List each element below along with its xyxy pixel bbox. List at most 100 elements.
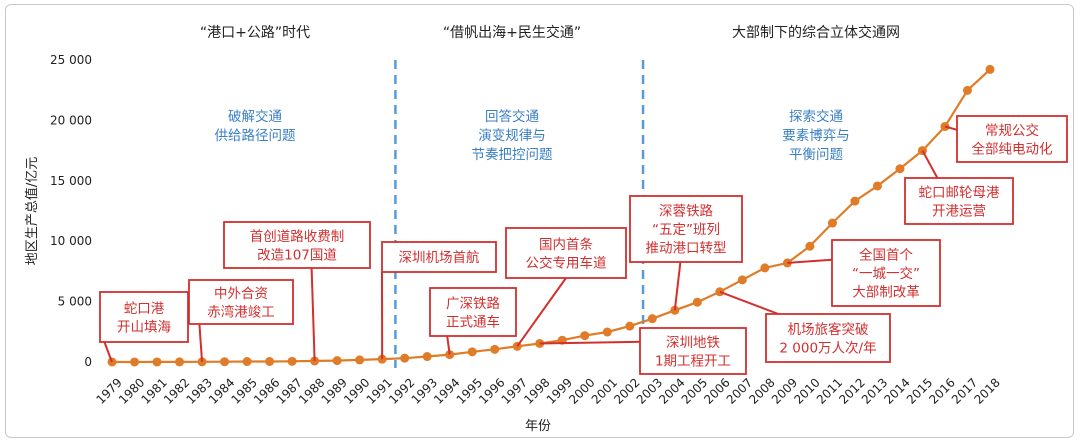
annotation-callout: 机场旅客突破 2 000万人次/年 [719,290,891,363]
y-tick-label: 15 000 [50,174,92,188]
era-title: “港口+公路”时代 [200,25,310,41]
annotation-text: 推动港口转型 [646,241,727,257]
gdp-series-line [112,68,991,364]
annotation-box [831,239,941,307]
x-axis-title: 年份 [525,419,551,434]
era-title: 大部制下的综合立体交通网 [732,24,900,41]
annotation-box [639,327,747,375]
y-tick-label: 0 [84,355,92,369]
era-title: “借帆出海+民生交通” [443,24,581,41]
annotation-text: 中外合资 [214,286,268,302]
data-point [647,314,657,324]
data-point [400,353,410,363]
data-point [962,85,972,95]
annotation-callout: 全国首个“一城一交” 大部制改革 [787,239,941,307]
data-point [355,355,365,365]
data-point [692,297,702,307]
annotation-pointer [539,340,641,345]
annotation-text: 国内首条 [539,236,593,253]
data-point [220,357,230,367]
era-phase-text: 破解交通 [228,108,282,125]
data-point [152,357,162,367]
annotation-box [381,241,497,273]
annotation-box [505,227,627,279]
annotation-text: 正式通车 [446,313,500,330]
annotation-text: 全部纯电动化 [972,140,1053,157]
annotation-pointer [103,341,113,363]
y-tick-label: 5 000 [58,295,92,309]
chart-frame [5,4,1074,438]
y-tick-label: 20 000 [50,113,92,127]
annotation-text: 1期工程开工 [655,353,731,369]
annotation-pointer [921,150,939,179]
data-point [737,275,747,285]
data-point [242,357,252,367]
annotation-text: 开山填海 [117,319,171,335]
annotation-text: 开港运营 [932,203,986,219]
data-point [602,327,612,337]
data-point [490,344,500,354]
annotation-text: 赤湾港竣工 [207,303,275,320]
annotation-text: 首创道路收费制 [250,229,345,245]
data-point [850,196,860,206]
annotation-box [956,115,1068,163]
annotation-text: “五定”班列 [652,222,720,238]
data-point [130,357,140,367]
data-point [467,347,477,357]
data-point [827,218,837,228]
data-point [422,352,432,362]
annotation-text: 广深铁路 [446,296,500,312]
data-point [805,241,815,251]
y-tick-label: 10 000 [50,234,92,248]
annotation-text: 大部制改革 [852,285,920,301]
annotation-text: 机场旅客突破 [788,321,869,338]
y-axis-title: 地区生产总值/亿元 [24,157,40,265]
data-point [625,321,635,331]
era-phase-text: 节奏把控问题 [472,147,553,163]
annotation-box [765,313,891,363]
era-phase-text: 供给路径问题 [215,128,296,144]
era-phase-text: 要素博弈与 [782,127,850,144]
data-point [760,263,770,273]
annotation-pointer [719,290,779,315]
annotation-text: 常规公交 [985,122,1039,139]
annotation-callout: 深圳地铁 1期工程开工 [539,327,747,375]
data-point [265,356,275,366]
data-point [985,64,995,74]
annotation-text: 深圳机场首航 [399,250,480,266]
annotation-box [629,195,743,263]
y-tick-label: 25 000 [50,53,92,67]
annotation-pointer [516,277,567,347]
annotation-text: 蛇口邮轮母港 [919,185,1000,201]
annotation-text: 全国首个 [859,247,913,264]
annotation-text: 改造107国道 [257,247,337,263]
annotation-text: 深圳地铁 [666,335,720,351]
era-phase-text: 平衡问题 [789,147,843,163]
annotation-text: 蛇口港 [124,301,165,317]
annotation-pointer [673,261,682,311]
x-tick-label: 2018 [971,375,1002,406]
annotation-pointer [787,258,833,264]
annotation-text: 深蓉铁路 [659,204,713,220]
annotation-box [99,291,189,343]
data-point [872,181,882,191]
data-point [895,164,905,174]
annotation-text: 2 000万人次/年 [779,340,876,356]
annotation-box [188,279,294,325]
annotation-text: 公交专用车道 [526,254,607,271]
data-point [287,356,297,366]
data-point [332,356,342,366]
annotation-text: “一城一交” [852,265,920,282]
data-point [175,357,185,367]
annotation-pointer [944,125,958,131]
era-phase-text: 探索交通 [789,108,843,125]
era-phase-text: 演变规律与 [478,128,546,144]
